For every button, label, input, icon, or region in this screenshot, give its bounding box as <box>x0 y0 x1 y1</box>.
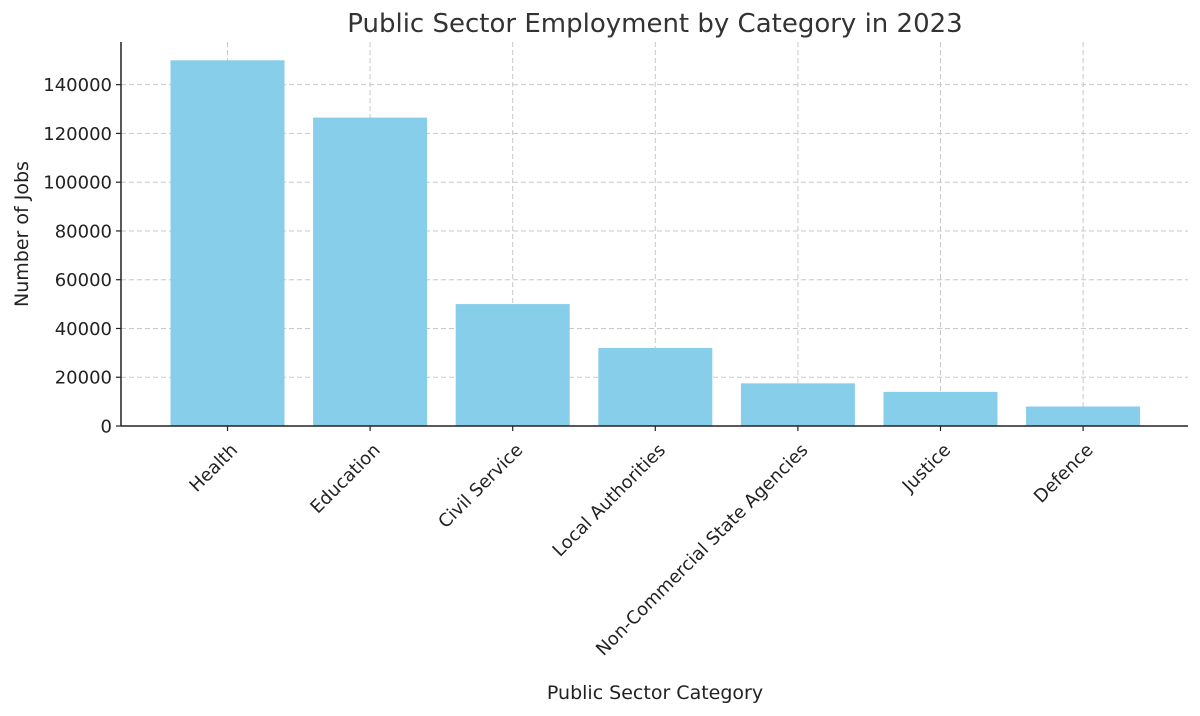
bar-education <box>313 117 428 426</box>
x-tick-label: Education <box>306 440 384 518</box>
y-tick-label: 120000 <box>43 124 112 145</box>
x-tick-label: Civil Service <box>434 440 527 533</box>
y-tick-label: 80000 <box>55 221 112 242</box>
bar-defence <box>1026 406 1141 426</box>
y-tick-label: 20000 <box>55 368 112 389</box>
axis-layer <box>120 42 1188 427</box>
x-tick-label: Defence <box>1030 440 1098 508</box>
y-tick-label: 0 <box>101 417 112 438</box>
bar-civil-service <box>455 304 570 426</box>
x-tick-label: Health <box>185 440 242 497</box>
bar-justice <box>883 391 998 426</box>
y-tick-label: 60000 <box>55 270 112 291</box>
y-tick-label: 140000 <box>43 75 112 96</box>
bar-layer <box>170 60 1141 427</box>
grid-layer <box>121 42 1188 427</box>
y-axis-title: Number of Jobs <box>11 161 33 307</box>
x-tick-label: Local Authorities <box>549 440 670 561</box>
x-axis-title: Public Sector Category <box>547 682 763 704</box>
bar-non-commercial-state-agencies <box>740 383 855 426</box>
x-tick-label: Justice <box>898 440 955 497</box>
bar-health <box>170 60 285 427</box>
y-tick-label: 100000 <box>43 173 112 194</box>
bar-local-authorities <box>598 347 713 426</box>
y-tick-label: 40000 <box>55 319 112 340</box>
chart-title: Public Sector Employment by Category in … <box>347 9 962 39</box>
